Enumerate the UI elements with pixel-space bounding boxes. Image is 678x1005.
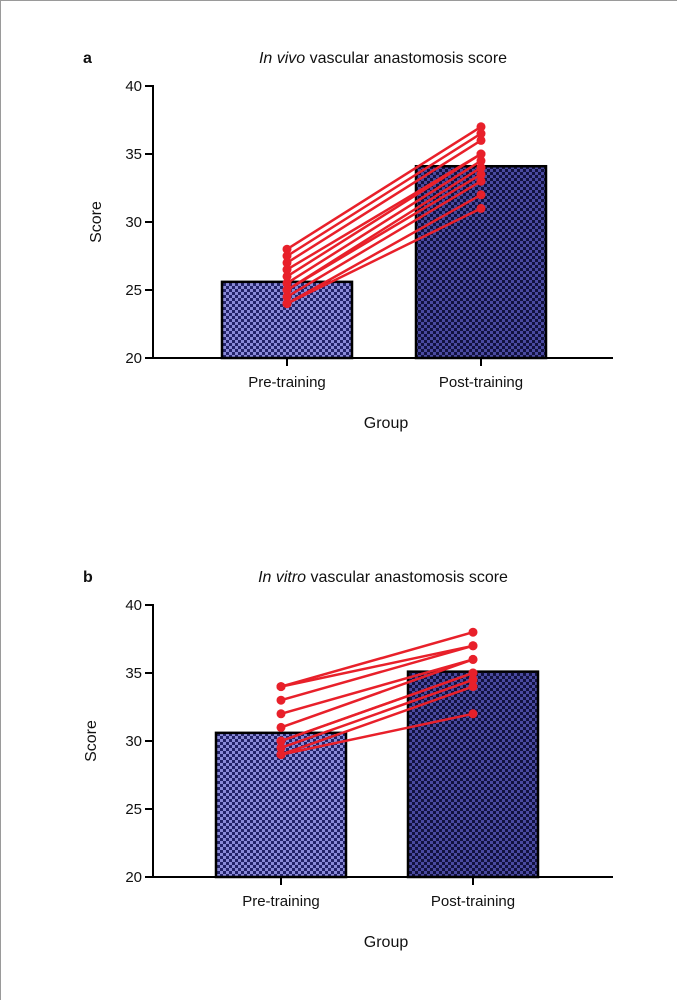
paired-line (280, 644, 474, 702)
chart-panel-b: b In vitro vascular anastomosis score 20 25… (83, 569, 613, 951)
point-pre (282, 251, 292, 261)
point-post (468, 709, 478, 719)
x-tick-label-post-training: Post-training (431, 893, 515, 910)
point-pre (276, 722, 286, 732)
point-post (476, 135, 486, 145)
point-post (476, 163, 486, 173)
point-pre (282, 278, 292, 288)
paired-line (280, 685, 474, 756)
point-post (476, 122, 486, 132)
point-post (468, 641, 478, 651)
paired-line (286, 125, 482, 251)
point-pre (282, 285, 292, 295)
chart-title-rest: vascular anastomosis score (305, 50, 507, 67)
point-post (476, 129, 486, 139)
point-pre (282, 271, 292, 281)
panel-letter: b (83, 569, 93, 586)
paired-line (280, 658, 474, 716)
y-tick-label: 35 (125, 146, 142, 163)
y-tick-label: 25 (125, 282, 142, 299)
y-tick-label: 20 (125, 869, 142, 886)
point-post (468, 682, 478, 692)
y-tick-label: 40 (125, 78, 142, 95)
chart-title: In vivo vascular anastomosis score (259, 50, 507, 67)
paired-line (280, 712, 474, 756)
point-pre (276, 695, 286, 705)
y-axis-label: Score (88, 201, 105, 243)
chart-title: In vitro vascular anastomosis score (258, 569, 508, 586)
point-pre (282, 265, 292, 275)
point-pre (276, 682, 286, 692)
paired-line (280, 678, 474, 749)
point-post (476, 156, 486, 166)
paired-line (286, 180, 482, 298)
bar-post-training (406, 670, 540, 879)
chart-title-italic: In vitro (258, 569, 306, 586)
point-post (476, 149, 486, 159)
point-post (476, 190, 486, 200)
paired-line (280, 630, 474, 688)
chart-title-rest: vascular anastomosis score (306, 569, 508, 586)
point-pre (276, 750, 286, 760)
point-pre (282, 258, 292, 268)
point-post (476, 203, 486, 213)
paired-line (286, 159, 482, 285)
point-pre (282, 292, 292, 302)
paired-line (286, 193, 482, 305)
y-tick-label: 30 (125, 733, 142, 750)
point-post (468, 654, 478, 664)
paired-line (280, 644, 474, 688)
x-tick-label-pre-training: Pre-training (242, 893, 320, 910)
point-pre (276, 736, 286, 746)
x-axis-label: Group (364, 934, 409, 951)
point-post (468, 668, 478, 678)
paired-line (286, 166, 482, 292)
y-tick-label: 20 (125, 350, 142, 367)
y-axis-label: Score (83, 720, 100, 762)
paired-line (286, 152, 482, 271)
x-axis-label: Group (364, 415, 409, 432)
point-post (468, 675, 478, 685)
paired-line (280, 658, 474, 729)
paired-line (286, 207, 482, 305)
x-tick-label-pre-training: Pre-training (248, 374, 326, 391)
y-tick-label: 35 (125, 665, 142, 682)
point-pre (276, 743, 286, 753)
paired-line (280, 671, 474, 743)
point-post (476, 176, 486, 186)
chart-title-italic: In vivo (259, 50, 305, 67)
x-tick-label-post-training: Post-training (439, 374, 523, 391)
point-pre (282, 244, 292, 254)
y-tick-label: 30 (125, 214, 142, 231)
panel-letter: a (83, 50, 92, 67)
point-post (468, 627, 478, 637)
chart-panel-a: a In vivo vascular anastomosis score 20 25 3… (83, 50, 613, 432)
point-pre (276, 709, 286, 719)
point-post (476, 169, 486, 179)
paired-line (286, 139, 482, 264)
paired-line (286, 132, 482, 258)
y-tick-label: 40 (125, 597, 142, 614)
point-pre (282, 299, 292, 309)
y-tick-label: 25 (125, 801, 142, 818)
